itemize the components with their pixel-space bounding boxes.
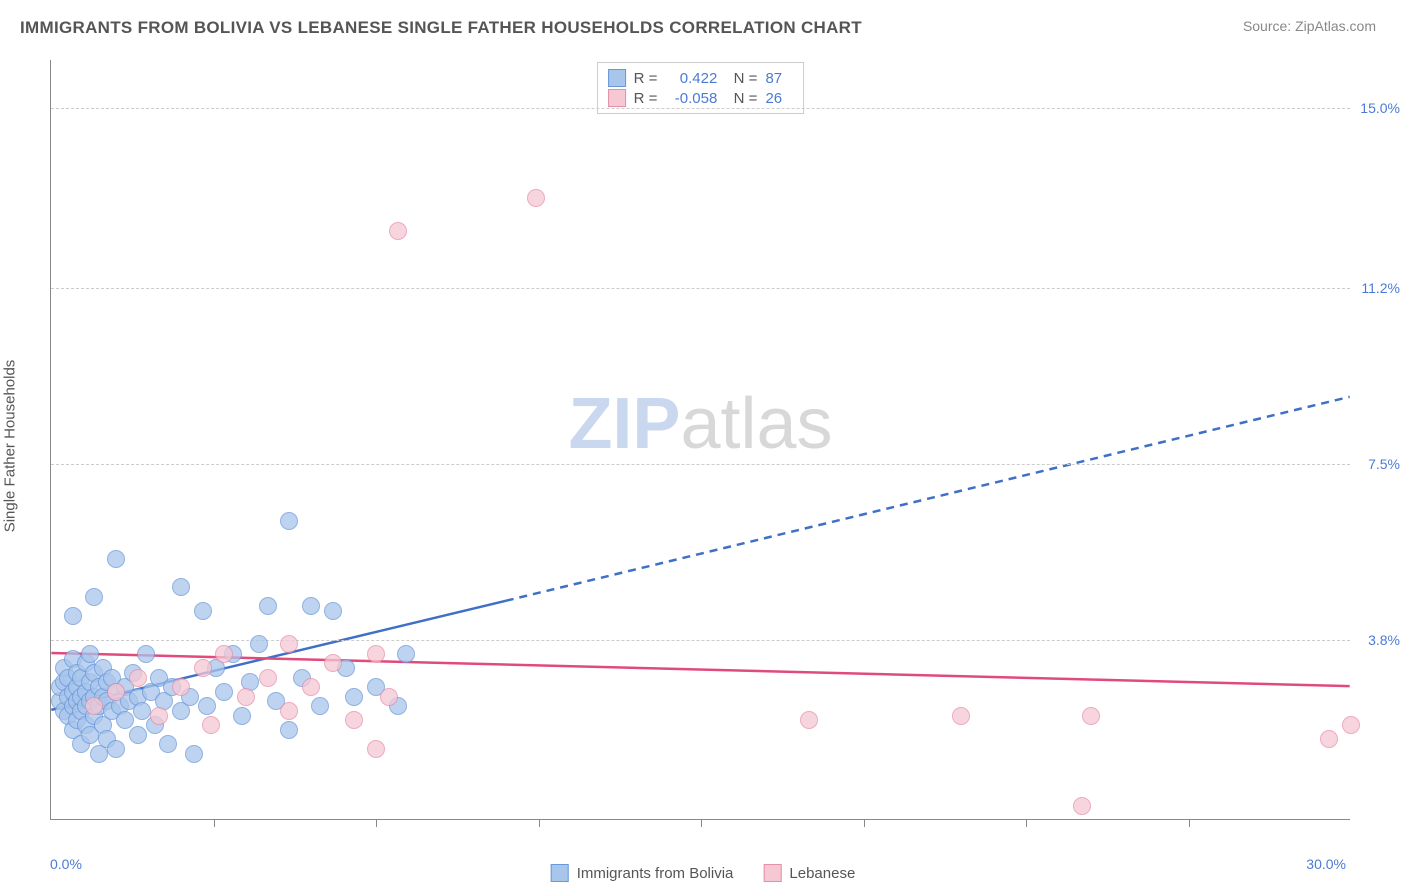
scatter-point-lebanese — [302, 678, 320, 696]
scatter-point-bolivia — [194, 602, 212, 620]
legend-n-label: N = — [725, 70, 757, 87]
scatter-point-lebanese — [380, 688, 398, 706]
scatter-point-bolivia — [215, 683, 233, 701]
scatter-point-lebanese — [259, 669, 277, 687]
y-axis-label: Single Father Households — [2, 360, 19, 533]
legend-row-bolivia: R = 0.422 N = 87 — [608, 69, 794, 87]
source-attribution: Source: ZipAtlas.com — [1243, 18, 1376, 34]
legend-n-label: N = — [725, 90, 757, 107]
x-tick — [864, 819, 865, 827]
scatter-point-lebanese — [280, 702, 298, 720]
x-tick — [539, 819, 540, 827]
watermark-zip: ZIP — [568, 384, 680, 464]
scatter-point-bolivia — [345, 688, 363, 706]
legend-n-value: 87 — [765, 70, 793, 87]
scatter-point-lebanese — [389, 222, 407, 240]
watermark: ZIPatlas — [568, 383, 832, 465]
trend-line — [506, 397, 1350, 601]
gridline — [51, 464, 1350, 465]
scatter-point-bolivia — [64, 607, 82, 625]
scatter-point-lebanese — [952, 707, 970, 725]
legend-label: Immigrants from Bolivia — [577, 865, 734, 882]
legend-r-label: R = — [634, 90, 658, 107]
legend-row-lebanese: R = -0.058 N = 26 — [608, 89, 794, 107]
legend-r-value: -0.058 — [665, 90, 717, 107]
y-tick-label: 3.8% — [1368, 632, 1400, 648]
scatter-point-bolivia — [185, 745, 203, 763]
scatter-point-lebanese — [324, 654, 342, 672]
legend-n-value: 26 — [765, 90, 793, 107]
y-tick-label: 15.0% — [1360, 100, 1400, 116]
scatter-point-bolivia — [280, 512, 298, 530]
scatter-point-lebanese — [172, 678, 190, 696]
scatter-point-lebanese — [150, 707, 168, 725]
watermark-atlas: atlas — [680, 384, 832, 464]
scatter-point-lebanese — [194, 659, 212, 677]
scatter-point-bolivia — [233, 707, 251, 725]
scatter-point-lebanese — [1073, 797, 1091, 815]
scatter-point-lebanese — [367, 740, 385, 758]
scatter-point-bolivia — [259, 597, 277, 615]
scatter-point-lebanese — [215, 645, 233, 663]
x-axis-max-label: 30.0% — [1306, 856, 1346, 872]
scatter-point-lebanese — [1082, 707, 1100, 725]
legend-item-lebanese: Lebanese — [763, 864, 855, 882]
legend-item-bolivia: Immigrants from Bolivia — [551, 864, 734, 882]
legend-swatch — [608, 89, 626, 107]
legend-swatch — [551, 864, 569, 882]
legend-r-label: R = — [634, 70, 658, 87]
scatter-point-bolivia — [280, 721, 298, 739]
scatter-point-lebanese — [527, 189, 545, 207]
scatter-point-bolivia — [198, 697, 216, 715]
x-tick — [214, 819, 215, 827]
scatter-point-lebanese — [345, 711, 363, 729]
scatter-point-lebanese — [1342, 716, 1360, 734]
scatter-point-lebanese — [1320, 730, 1338, 748]
scatter-point-lebanese — [280, 635, 298, 653]
x-tick — [376, 819, 377, 827]
x-tick — [1189, 819, 1190, 827]
scatter-point-bolivia — [397, 645, 415, 663]
scatter-point-bolivia — [302, 597, 320, 615]
scatter-point-lebanese — [129, 669, 147, 687]
scatter-point-bolivia — [311, 697, 329, 715]
scatter-point-bolivia — [159, 735, 177, 753]
legend-r-value: 0.422 — [665, 70, 717, 87]
scatter-point-lebanese — [202, 716, 220, 734]
correlation-legend: R = 0.422 N = 87 R = -0.058 N = 26 — [597, 62, 805, 114]
scatter-point-bolivia — [172, 578, 190, 596]
scatter-point-bolivia — [107, 550, 125, 568]
scatter-point-bolivia — [250, 635, 268, 653]
plot-area: ZIPatlas R =0.422 N =87R =-0.058 N =26 3… — [50, 60, 1350, 820]
series-legend: Immigrants from Bolivia Lebanese — [551, 864, 856, 882]
scatter-point-lebanese — [107, 683, 125, 701]
scatter-point-lebanese — [800, 711, 818, 729]
scatter-point-bolivia — [324, 602, 342, 620]
x-tick — [1026, 819, 1027, 827]
x-tick — [701, 819, 702, 827]
scatter-point-bolivia — [107, 740, 125, 758]
scatter-point-bolivia — [129, 726, 147, 744]
scatter-point-lebanese — [85, 697, 103, 715]
gridline — [51, 640, 1350, 641]
scatter-point-bolivia — [137, 645, 155, 663]
chart-title: IMMIGRANTS FROM BOLIVIA VS LEBANESE SING… — [20, 18, 862, 38]
y-tick-label: 7.5% — [1368, 456, 1400, 472]
y-tick-label: 11.2% — [1361, 280, 1400, 296]
scatter-point-bolivia — [85, 588, 103, 606]
gridline — [51, 288, 1350, 289]
legend-swatch — [763, 864, 781, 882]
x-axis-min-label: 0.0% — [50, 856, 82, 872]
scatter-point-lebanese — [367, 645, 385, 663]
scatter-point-lebanese — [237, 688, 255, 706]
legend-label: Lebanese — [789, 865, 855, 882]
legend-swatch — [608, 69, 626, 87]
gridline — [51, 108, 1350, 109]
